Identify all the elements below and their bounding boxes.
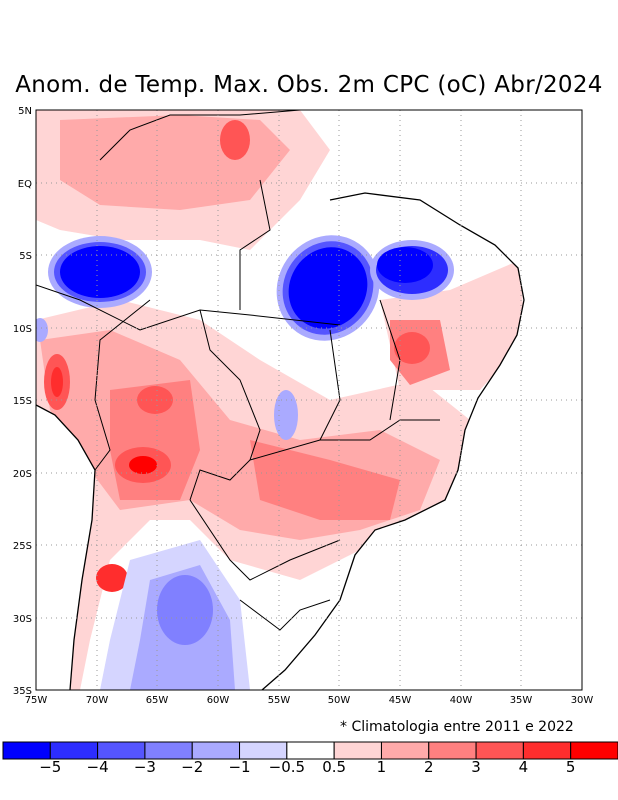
colorbar-label: −0.5 [268,758,306,776]
colorbar-swatch [286,741,335,760]
colorbar-swatch [49,741,99,760]
colorbar-swatch [475,741,524,760]
warm-core [96,564,128,592]
lon-label: 50W [328,695,351,706]
colorbar-swatch [144,741,193,760]
lon-label: 35W [510,695,533,706]
coastline [261,192,525,690]
colorbar-label: 5 [565,758,576,776]
lat-label: 35S [13,686,32,697]
colorbar-swatch [2,741,51,760]
lat-label: 20S [13,469,32,480]
map-frame [35,109,583,691]
lat-label: 30S [13,614,32,625]
colorbar [2,741,618,760]
colorbar-label: 3 [471,758,481,776]
coastline [36,404,96,690]
lon-label: 65W [146,695,169,706]
colorbar-label: −1 [228,758,251,776]
ocean [36,405,95,690]
lat-label: 15S [13,396,32,407]
colorbar-label: −4 [86,758,109,776]
colorbar-label: 0.5 [322,758,347,776]
warm-core [394,332,430,364]
lat-axis: 5N EQ 5S 10S 15S 20S 25S 30S 35S [13,106,32,697]
lat-label: EQ [18,179,32,190]
lon-axis: 75W 70W 65W 60W 55W 50W 45W 40W 35W 30W [25,695,594,706]
colorbar-swatch [570,741,618,760]
lon-label: 40W [450,695,473,706]
lon-label: 30W [571,695,594,706]
lat-label: 5S [19,251,32,262]
lon-label: 55W [268,695,291,706]
grid-lines [36,110,582,690]
colorbar-swatch [522,741,572,760]
lat-label: 25S [13,541,32,552]
colorbar-label: −2 [181,758,204,776]
lon-label: 75W [25,695,48,706]
colorbar-swatch [333,741,382,760]
colorbar-label: 2 [423,758,434,776]
colorbar-label: −3 [133,758,156,776]
climatology-note: * Climatologia entre 2011 e 2022 [340,719,574,735]
colorbar-swatch [97,741,146,760]
lon-label: 60W [207,695,230,706]
colorbar-swatch [191,741,241,760]
map-title: Anom. de Temp. Max. Obs. 2m CPC (oC) Abr… [15,72,603,98]
colorbar-swatch [380,741,430,760]
colorbar-swatch [239,741,288,760]
lat-label: 5N [18,106,32,117]
lon-label: 45W [389,695,412,706]
colorbar-label: 1 [376,758,387,776]
lon-label: 70W [86,695,109,706]
colorbar-swatch [428,741,477,760]
anomaly-fields [36,110,582,690]
lat-label: 10S [13,324,32,335]
colorbar-label: 4 [518,758,529,776]
colorbar-label: −5 [39,758,62,776]
